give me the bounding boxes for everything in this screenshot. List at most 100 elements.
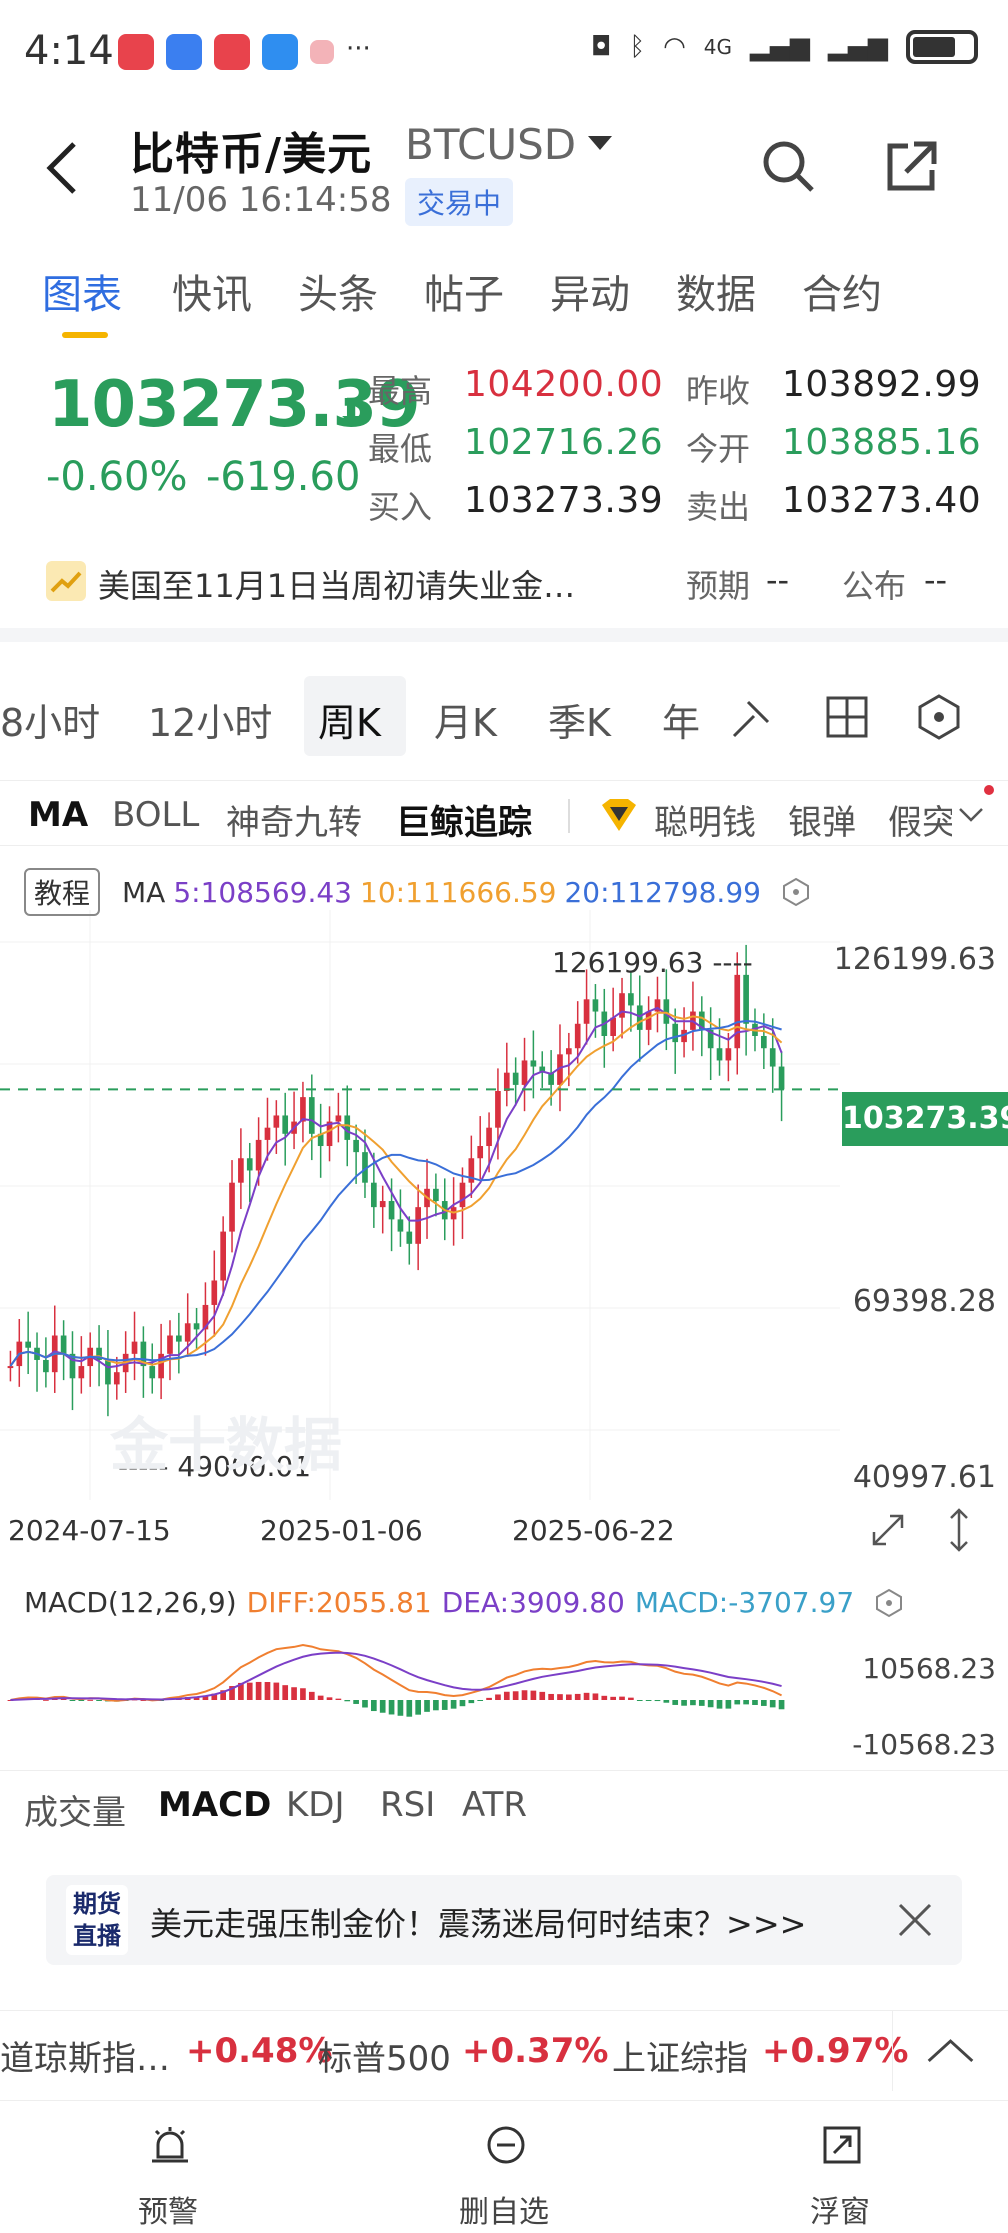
tab-contracts[interactable]: 合约 — [802, 272, 882, 318]
sub-macd[interactable]: MACD — [158, 1785, 272, 1825]
chevron-down-icon[interactable] — [956, 805, 986, 825]
kline-chart[interactable]: 教程 MA 5:108569.43 10:111666.59 20:112798… — [0, 850, 1008, 1570]
back-arrow-icon[interactable] — [40, 136, 90, 200]
macd-bar — [601, 1695, 608, 1700]
ma20-line — [9, 1019, 782, 1367]
high-value: 104200.00 — [464, 364, 664, 405]
index-ticker[interactable]: 道琼斯指… +0.48% 标普500 +0.37% 上证综指 +0.97% — [0, 2010, 1008, 2091]
nav-alert[interactable]: 预警 — [68, 2101, 268, 2233]
macd-bar — [255, 1681, 262, 1700]
nav-remove-watchlist[interactable]: 删自选 — [404, 2101, 604, 2233]
macd-bar — [663, 1700, 670, 1703]
bluetooth-icon: ᛒ — [629, 32, 646, 62]
section-divider — [0, 1840, 1008, 1854]
candle-body — [769, 1048, 776, 1067]
chevron-up-icon[interactable] — [892, 2011, 1008, 2091]
period-yearly[interactable]: 年 — [662, 701, 701, 745]
trading-status-badge: 交易中 — [405, 178, 514, 226]
macd-legend: MACD(12,26,9) DIFF:2055.81 DEA:3909.80 M… — [24, 1586, 904, 1619]
sub-atr[interactable]: ATR — [462, 1785, 528, 1825]
nav-float-window[interactable]: 浮窗 — [740, 2101, 940, 2233]
symbol-selector[interactable]: BTCUSD — [405, 120, 577, 169]
tab-flash[interactable]: 快讯 — [172, 272, 252, 318]
candle-body — [663, 999, 670, 1024]
economic-news-row[interactable]: 美国至11月1日当周初请失业金… 预期 -- 公布 -- — [0, 555, 1008, 615]
macd-bar — [300, 1688, 306, 1700]
low-value: 102716.26 — [464, 422, 664, 463]
period-12h[interactable]: 12小时 — [148, 701, 273, 745]
caret-down-icon[interactable] — [588, 136, 612, 150]
tab-chart[interactable]: 图表 — [42, 272, 122, 318]
settings-hexagon-icon[interactable] — [781, 877, 811, 907]
candle-body — [264, 1127, 271, 1140]
tab-movers[interactable]: 异动 — [550, 272, 630, 318]
bid-label: 买入 — [368, 488, 433, 526]
news-headline[interactable]: 美国至11月1日当周初请失业金… — [98, 567, 576, 605]
section-divider — [0, 628, 1008, 642]
macd-bar — [282, 1685, 289, 1700]
macd-dea: DEA:3909.80 — [441, 1586, 625, 1619]
indicator-silver-bullet[interactable]: 银弹 — [788, 803, 856, 843]
candle-body — [379, 1201, 386, 1208]
y-label-mid: 69398.28 — [852, 1284, 996, 1319]
candle-body — [636, 1005, 643, 1030]
macd-max-label: 10568.23 — [862, 1652, 996, 1685]
macd-dea-line — [10, 1651, 782, 1701]
indicator-ma[interactable]: MA — [28, 795, 89, 835]
candle-body — [353, 1139, 359, 1153]
kline-svg[interactable] — [0, 850, 1008, 1570]
macd-bar — [415, 1700, 421, 1715]
candle-body — [397, 1219, 404, 1232]
weather-icon — [262, 34, 298, 70]
tab-posts[interactable]: 帖子 — [424, 272, 504, 318]
publish-value: -- — [924, 561, 948, 599]
macd-bar — [362, 1700, 368, 1708]
diamond-icon — [602, 799, 636, 831]
macd-svg[interactable] — [0, 1570, 1008, 1770]
indicator-td9[interactable]: 神奇九转 — [226, 803, 362, 843]
candle-body — [459, 1182, 466, 1208]
period-monthly[interactable]: 月K — [434, 701, 497, 745]
indicator-fake-breakout[interactable]: 假突 — [888, 803, 952, 843]
macd-bar — [344, 1700, 351, 1702]
vertical-resize-icon[interactable] — [944, 1506, 974, 1554]
period-8h[interactable]: 8小时 — [0, 701, 101, 745]
settings-hexagon-icon[interactable] — [874, 1588, 904, 1618]
sub-volume[interactable]: 成交量 — [24, 1793, 126, 1833]
macd-bar — [308, 1691, 315, 1700]
candle-body — [25, 1341, 31, 1348]
ma-legend: 教程 MA 5:108569.43 10:111666.59 20:112798… — [24, 868, 811, 916]
macd-bar — [530, 1690, 537, 1700]
indicator-smart-money[interactable]: 聪明钱 — [654, 803, 756, 843]
sub-rsi[interactable]: RSI — [380, 1785, 436, 1825]
open-value: 103885.16 — [782, 422, 982, 463]
open-label: 今开 — [686, 430, 751, 468]
futures-live-banner[interactable]: 期货 直播 美元走强压制金价！震荡迷局何时结束？>>> — [46, 1875, 962, 1965]
period-quarterly[interactable]: 季K — [548, 701, 611, 745]
candle-body — [654, 999, 661, 1012]
search-icon[interactable] — [758, 136, 818, 196]
candle-body — [583, 999, 590, 1024]
fullscreen-icon[interactable] — [868, 1510, 908, 1550]
draw-tool-icon[interactable] — [726, 692, 778, 744]
candle-body — [371, 1182, 377, 1208]
candle-body — [326, 1121, 333, 1147]
settings-hexagon-icon[interactable] — [914, 692, 964, 742]
period-weekly[interactable]: 周K — [318, 701, 381, 745]
macd-bar — [264, 1682, 271, 1700]
candle-body — [211, 1280, 218, 1305]
share-icon[interactable] — [884, 138, 940, 194]
macd-panel[interactable]: MACD(12,26,9) DIFF:2055.81 DEA:3909.80 M… — [0, 1570, 1008, 1770]
tab-headlines[interactable]: 头条 — [298, 272, 378, 318]
banner-text[interactable]: 美元走强压制金价！震荡迷局何时结束？>>> — [150, 1905, 807, 1943]
candle-body — [530, 1060, 537, 1067]
candle-body — [477, 1146, 484, 1159]
indicator-boll[interactable]: BOLL — [112, 795, 200, 835]
status-time: 4:14 — [24, 28, 114, 74]
sub-kdj[interactable]: KDJ — [286, 1785, 345, 1825]
tab-data[interactable]: 数据 — [676, 272, 756, 318]
tutorial-button[interactable]: 教程 — [24, 868, 101, 916]
close-icon[interactable] — [892, 1897, 938, 1943]
layout-grid-icon[interactable] — [822, 692, 872, 742]
indicator-whale[interactable]: 巨鲸追踪 — [396, 803, 532, 843]
